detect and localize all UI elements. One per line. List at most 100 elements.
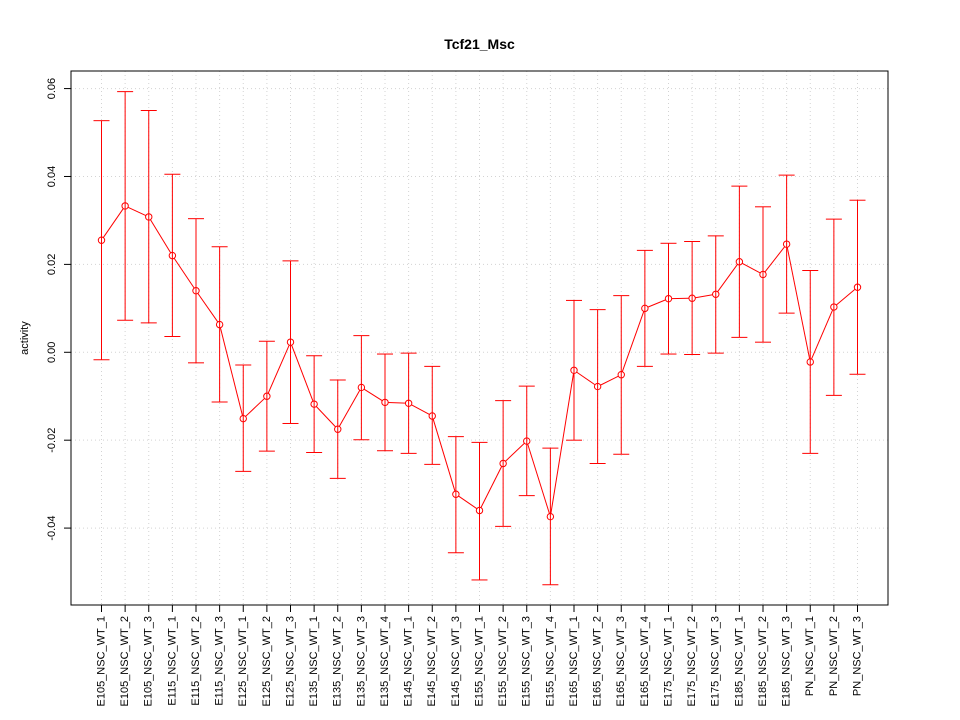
series-segment <box>741 262 761 274</box>
data-point <box>97 236 106 244</box>
data-point <box>782 240 791 248</box>
series-segment <box>338 389 361 427</box>
series-segment <box>149 219 172 254</box>
data-point <box>145 213 153 221</box>
x-tick-label: E125_NSC_WT_3 <box>284 616 296 707</box>
series-segment <box>363 388 383 402</box>
x-tick-label: E135_NSC_WT_2 <box>332 616 344 707</box>
y-tick-label: -0.04 <box>46 516 58 541</box>
y-tick-label: 0.06 <box>46 78 58 99</box>
x-tick-label: E125_NSC_WT_2 <box>261 616 273 707</box>
data-point <box>593 382 602 391</box>
data-point <box>546 512 555 521</box>
data-point <box>334 425 342 433</box>
series-segment <box>291 344 314 402</box>
data-point <box>263 392 271 400</box>
series-segment <box>127 206 147 217</box>
series-segment <box>647 299 666 308</box>
x-tick-label: E135_NSC_WT_3 <box>355 616 367 707</box>
series-segment <box>432 418 456 492</box>
x-tick-label: E115_NSC_WT_2 <box>190 616 202 706</box>
data-point <box>735 258 744 266</box>
data-point <box>452 490 460 498</box>
series-segment <box>621 311 645 372</box>
series-segment <box>764 246 786 273</box>
x-tick-label: E135_NSC_WT_1 <box>308 616 320 707</box>
series-segment <box>527 443 550 514</box>
data-point <box>664 294 673 303</box>
series-segment <box>458 495 478 510</box>
x-tick-label: E115_NSC_WT_1 <box>166 616 178 706</box>
data-point <box>523 437 531 445</box>
x-tick-label: E155_NSC_WT_2 <box>497 616 509 707</box>
y-tick-label: 0.02 <box>46 254 58 275</box>
data-point <box>168 251 177 260</box>
series-segment <box>600 375 619 386</box>
data-point <box>688 294 696 302</box>
data-point <box>475 506 484 515</box>
data-point <box>499 459 507 468</box>
data-point <box>759 270 767 279</box>
series-segment <box>717 264 738 292</box>
series-segment <box>550 373 574 514</box>
x-tick-label: E135_NSC_WT_4 <box>379 616 391 707</box>
x-tick-label: E155_NSC_WT_4 <box>544 616 556 707</box>
data-point <box>357 383 366 392</box>
x-tick-label: PN_NSC_WT_1 <box>804 616 816 696</box>
y-axis: -0.04 -0.02 0.00 0.02 0.04 0.06 <box>46 78 71 541</box>
series-segment <box>315 406 336 428</box>
y-tick-label: 0.04 <box>46 166 58 187</box>
series-segment <box>695 294 713 299</box>
series-segment <box>267 344 290 394</box>
data-point <box>806 358 814 366</box>
x-tick-label: E105_NSC_WT_3 <box>143 616 155 707</box>
series-segment <box>576 371 596 386</box>
x-tick-label: PN_NSC_WT_2 <box>828 616 840 696</box>
x-tick-label: E175_NSC_WT_3 <box>710 616 722 707</box>
data-point <box>192 287 200 295</box>
x-tick-label: E105_NSC_WT_1 <box>95 616 107 707</box>
x-tick-label: E165_NSC_WT_3 <box>615 616 627 707</box>
data-point <box>570 366 578 375</box>
x-tick-label: E115_NSC_WT_3 <box>214 616 226 706</box>
series-segment <box>480 466 503 508</box>
error-bars <box>93 91 866 586</box>
x-tick-label: E145_NSC_WT_2 <box>426 616 438 707</box>
x-tick-label: E165_NSC_WT_2 <box>592 616 604 707</box>
x-tick-label: E165_NSC_WT_4 <box>639 616 651 707</box>
data-point <box>215 320 224 329</box>
data-points <box>97 202 862 521</box>
chart-title: Tcf21_Msc <box>444 36 515 52</box>
x-tick-label: E175_NSC_WT_2 <box>686 616 698 707</box>
y-axis-label: activity <box>19 321 31 355</box>
data-point <box>286 338 295 346</box>
data-point <box>712 290 720 298</box>
series-segment <box>505 442 525 462</box>
y-tick-label: 0.00 <box>46 342 58 363</box>
data-point <box>310 400 318 408</box>
series-segment <box>836 288 856 306</box>
data-point <box>428 412 436 420</box>
series-segment <box>245 398 265 417</box>
x-tick-label: E185_NSC_WT_2 <box>757 616 769 707</box>
series-segment <box>811 309 834 360</box>
series-segment <box>102 208 124 238</box>
x-axis: E105_NSC_WT_1 E105_NSC_WT_2 E105_NSC_WT_3 E… <box>95 605 863 707</box>
data-point <box>617 370 625 379</box>
x-tick-label: E175_NSC_WT_1 <box>662 616 674 707</box>
x-tick-label: E145_NSC_WT_1 <box>403 616 415 707</box>
data-point <box>381 398 389 407</box>
y-tick-label: -0.02 <box>46 428 58 453</box>
x-tick-label: PN_NSC_WT_3 <box>851 616 863 696</box>
x-tick-label: E145_NSC_WT_3 <box>450 616 462 707</box>
x-tick-label: E125_NSC_WT_1 <box>237 616 249 707</box>
data-point <box>830 303 838 311</box>
x-tick-label: E105_NSC_WT_2 <box>119 616 131 707</box>
series-segment <box>411 404 430 415</box>
data-point <box>853 283 862 291</box>
series-segment <box>388 402 406 404</box>
series-segment <box>197 293 219 323</box>
data-point <box>641 304 649 313</box>
data-point <box>121 202 129 210</box>
